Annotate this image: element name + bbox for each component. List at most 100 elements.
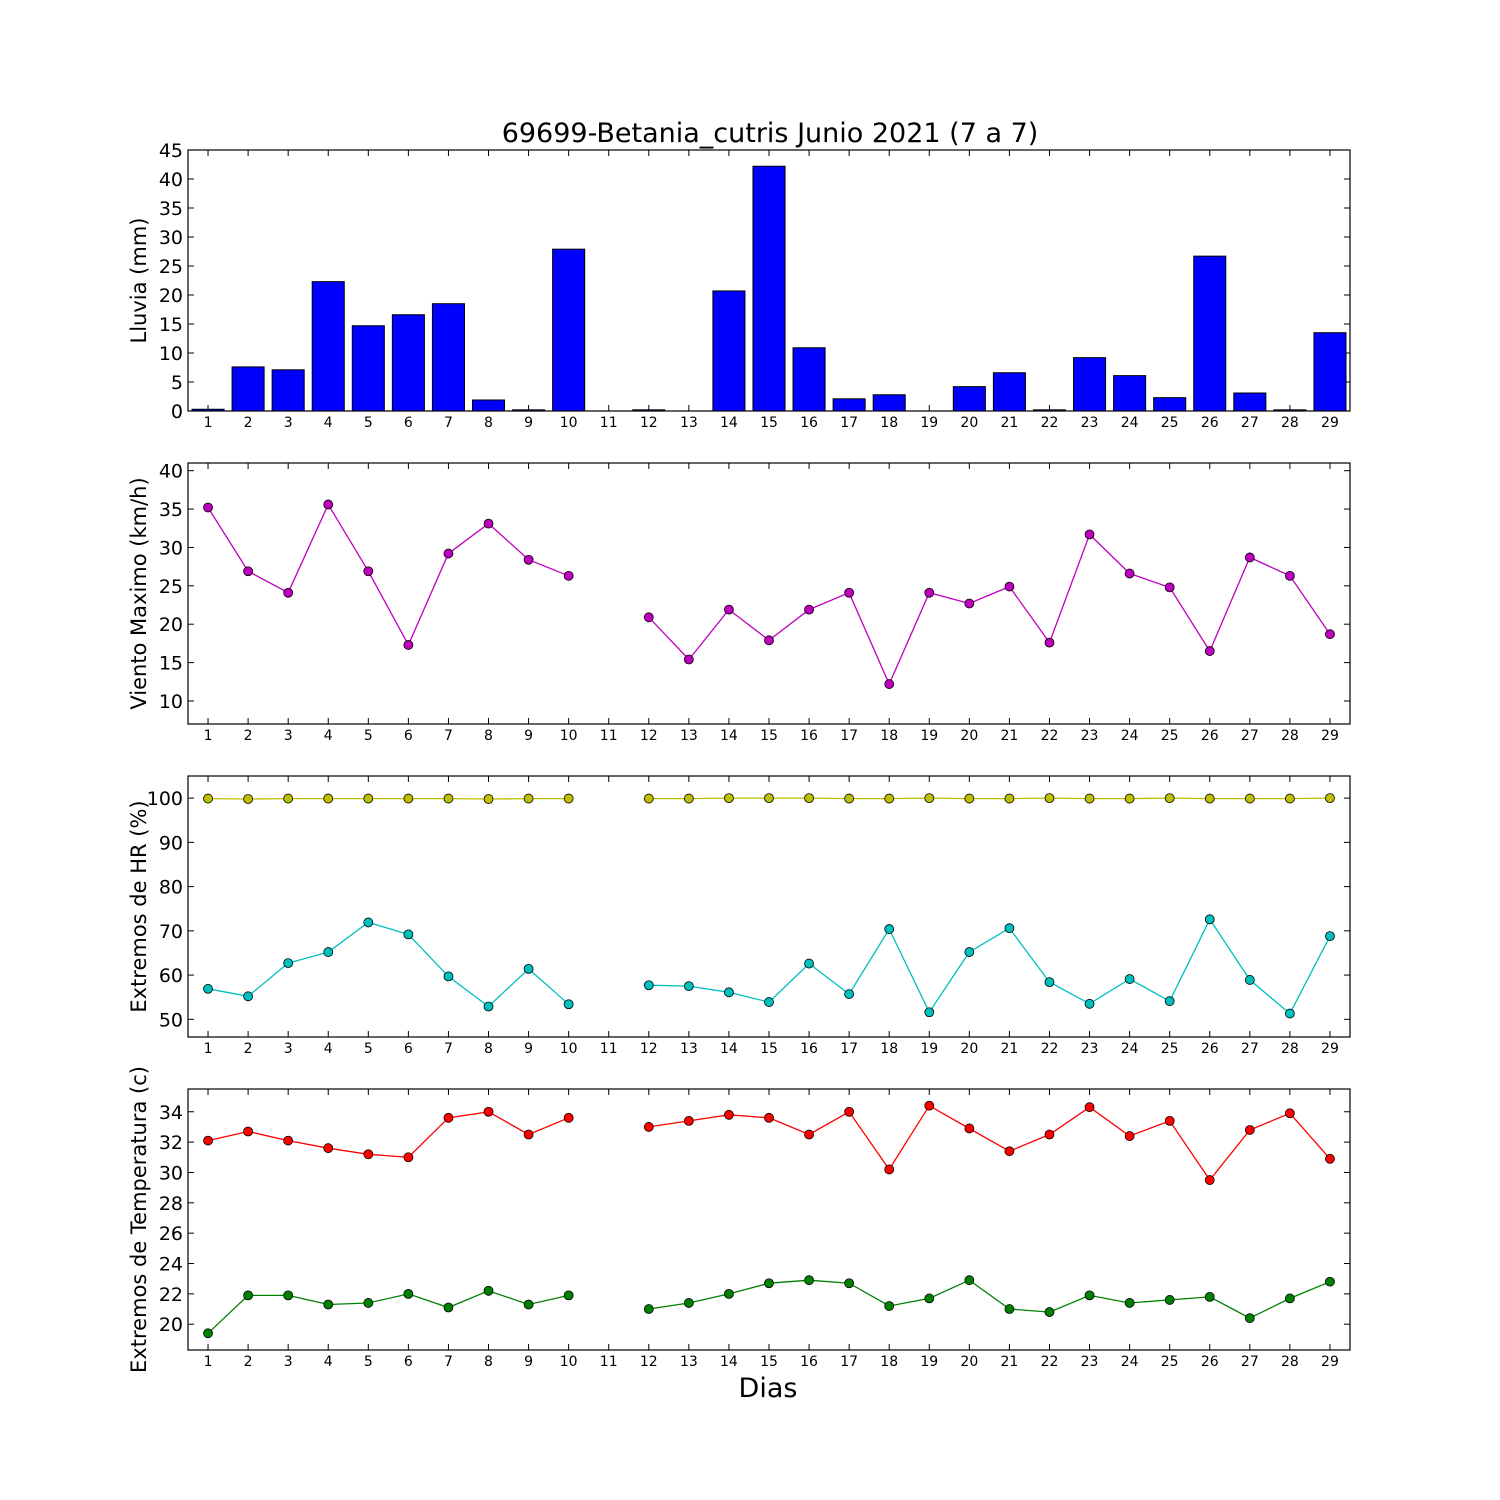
- data-point: [964, 1123, 975, 1134]
- y-tick-label: 20: [159, 1314, 183, 1336]
- axes-frame: [187, 775, 1351, 1038]
- data-point: [643, 793, 654, 804]
- x-tick-label: 12: [640, 1354, 658, 1370]
- y-tick-label: 15: [159, 653, 183, 675]
- y-tick-label: 20: [159, 614, 183, 636]
- data-point: [563, 793, 574, 804]
- x-tick-label: 19: [920, 728, 938, 744]
- data-point: [643, 980, 654, 991]
- x-tick-label: 29: [1321, 728, 1339, 744]
- data-point: [844, 793, 855, 804]
- rain-bar: [1193, 255, 1227, 412]
- rain-bar: [391, 314, 425, 412]
- rain-bar: [1153, 397, 1187, 412]
- rain-bar: [311, 281, 345, 412]
- data-point: [323, 793, 334, 804]
- rain-bar: [231, 366, 265, 412]
- y-tick-label: 24: [159, 1254, 183, 1276]
- data-point: [1084, 529, 1095, 540]
- data-point: [884, 924, 895, 934]
- rain-bar: [832, 398, 866, 412]
- data-point: [1284, 1108, 1295, 1119]
- x-tick-label: 21: [1000, 728, 1018, 744]
- data-point: [724, 793, 734, 804]
- data-point: [523, 963, 534, 974]
- data-point: [363, 793, 374, 804]
- series-line: [207, 1290, 569, 1334]
- rain-bar: [792, 347, 826, 412]
- data-point: [964, 793, 975, 804]
- data-point: [683, 793, 694, 804]
- data-point: [523, 554, 534, 565]
- x-tick-label: 17: [840, 1041, 858, 1057]
- y-tick-label: 40: [159, 461, 183, 483]
- series-line: [207, 1111, 569, 1158]
- data-point: [363, 566, 374, 577]
- x-tick-label: 14: [720, 415, 738, 431]
- x-tick-label: 26: [1201, 415, 1219, 431]
- data-point: [844, 1106, 855, 1117]
- x-tick-label: 2: [244, 415, 253, 431]
- x-tick-label: 20: [960, 1041, 978, 1057]
- x-tick-label: 1: [204, 728, 213, 744]
- x-tick-label: 21: [1000, 1041, 1018, 1057]
- x-tick-label: 25: [1161, 1354, 1179, 1370]
- data-point: [724, 604, 734, 615]
- rain-bar: [1233, 392, 1267, 412]
- data-point: [1325, 793, 1335, 804]
- y-tick-label: 25: [159, 256, 183, 278]
- data-point: [764, 635, 774, 646]
- x-tick-label: 16: [800, 728, 818, 744]
- data-point: [1124, 1131, 1135, 1141]
- x-tick-label: 11: [600, 728, 618, 744]
- x-tick-label: 17: [840, 415, 858, 431]
- rain-bar: [351, 325, 385, 412]
- y-axis-label: Extremos de Temperatura (c): [127, 1066, 151, 1373]
- data-point: [203, 1328, 213, 1339]
- data-point: [643, 612, 654, 623]
- x-tick-label: 20: [960, 1354, 978, 1370]
- x-tick-label: 6: [404, 1041, 413, 1057]
- x-tick-label: 20: [960, 728, 978, 744]
- data-point: [724, 1288, 734, 1299]
- data-point: [363, 1298, 374, 1308]
- data-point: [1244, 975, 1255, 985]
- rain-bar: [552, 248, 586, 412]
- x-tick-label: 3: [284, 728, 293, 744]
- data-point: [1204, 793, 1215, 804]
- x-tick-label: 9: [524, 1041, 533, 1057]
- y-tick-label: 0: [171, 401, 183, 423]
- data-point: [283, 587, 294, 598]
- data-point: [563, 570, 574, 581]
- y-tick-label: 30: [159, 1162, 183, 1184]
- data-point: [884, 1301, 895, 1311]
- x-tick-label: 22: [1041, 1354, 1059, 1370]
- rain-bar: [1113, 375, 1147, 412]
- x-tick-label: 16: [800, 1354, 818, 1370]
- x-tick-label: 27: [1241, 1354, 1259, 1370]
- x-tick-label: 12: [640, 1041, 658, 1057]
- x-tick-label: 12: [640, 728, 658, 744]
- rain-bar: [271, 369, 305, 412]
- data-point: [964, 598, 975, 609]
- x-tick-label: 10: [560, 1354, 578, 1370]
- data-point: [1084, 1290, 1095, 1301]
- data-point: [764, 1278, 774, 1289]
- x-tick-label: 23: [1081, 1354, 1099, 1370]
- data-point: [884, 793, 895, 804]
- data-point: [924, 793, 935, 804]
- x-tick-label: 1: [204, 1354, 213, 1370]
- x-tick-label: 28: [1281, 1041, 1299, 1057]
- x-tick-label: 23: [1081, 1041, 1099, 1057]
- y-tick-label: 28: [159, 1193, 183, 1215]
- data-point: [764, 1112, 774, 1123]
- x-tick-label: 26: [1201, 1354, 1219, 1370]
- x-tick-label: 17: [840, 728, 858, 744]
- data-point: [683, 1298, 694, 1308]
- data-point: [1325, 931, 1335, 942]
- series-line: [207, 503, 569, 647]
- data-point: [1084, 1102, 1095, 1113]
